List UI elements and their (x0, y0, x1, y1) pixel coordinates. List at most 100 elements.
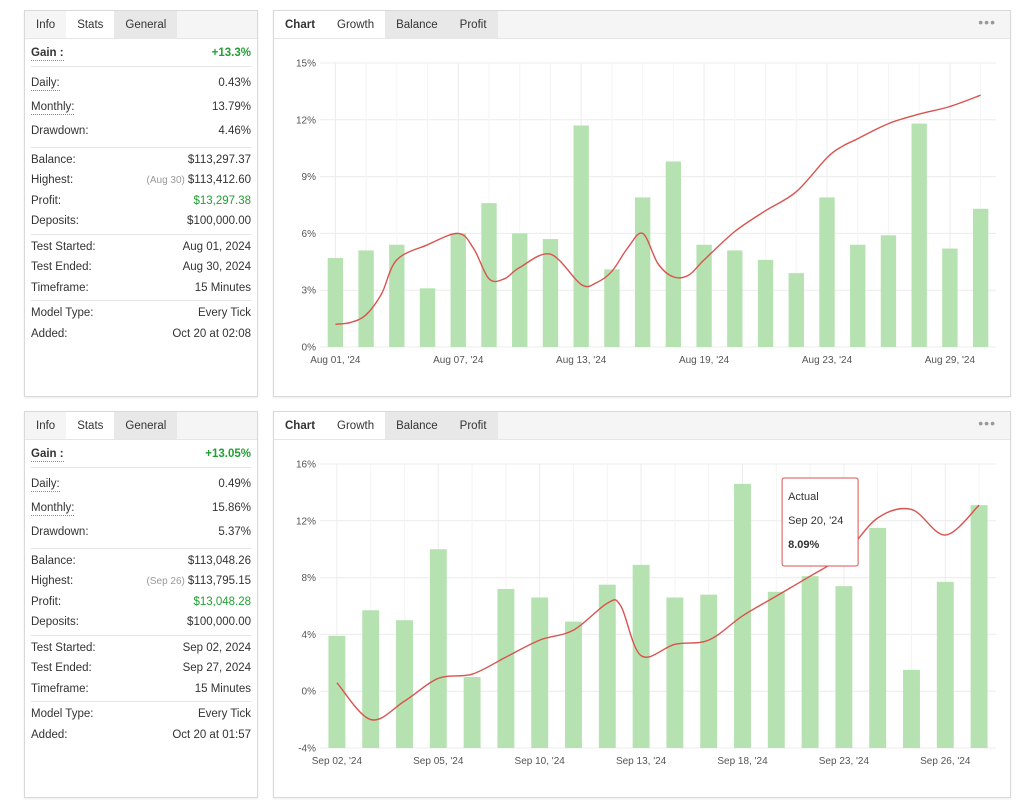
highest-value: $113,795.15 (187, 575, 251, 587)
highest-date: (Aug 30) (146, 175, 185, 186)
stats-list-2: Gain : +13.05% Daily: 0.49% Monthly: 15.86%… (25, 440, 257, 747)
more-dots-icon[interactable]: ••• (978, 415, 996, 431)
more-dots-icon[interactable]: ••• (978, 14, 996, 30)
tab-general[interactable]: General (114, 412, 178, 439)
bar (389, 244, 405, 347)
gain-label[interactable]: Gain : (31, 448, 64, 462)
gain-value: +13.05% (205, 448, 251, 460)
test-ended-value: Aug 30, 2024 (182, 261, 251, 273)
chart-tabs-2: Chart Growth Balance Profit ••• (274, 412, 1010, 440)
bar (936, 581, 954, 748)
bar (942, 248, 958, 347)
y-tick-label: 12% (296, 516, 316, 527)
bar (604, 269, 620, 347)
x-tick-label: Sep 02, '24 (312, 756, 363, 767)
tab-stats[interactable]: Stats (66, 412, 115, 439)
y-tick-label: 8% (302, 573, 317, 584)
timeframe-label: Timeframe: (31, 281, 89, 294)
bar (542, 239, 559, 347)
deposits-label: Deposits: (31, 215, 79, 227)
tab-stats[interactable]: Stats (66, 11, 115, 38)
highest-label: Highest: (31, 575, 74, 587)
bar (850, 244, 866, 347)
daily-value: 0.43% (218, 76, 251, 89)
tooltip-date: Sep 20, '24 (788, 515, 843, 527)
tab-info[interactable]: Info (25, 11, 67, 38)
tooltip-title: Actual (788, 491, 819, 503)
bar (463, 677, 481, 748)
tab-chart[interactable]: Chart (274, 11, 327, 38)
chart-tabs-1: Chart Growth Balance Profit ••• (274, 11, 1010, 39)
balance-value: $113,048.26 (187, 554, 251, 567)
model-type-value: Every Tick (197, 708, 251, 720)
stats-list-1: Gain : +13.3% Daily: 0.43% Monthly: 13.79% … (25, 39, 257, 346)
stats-tabs-1: Info Stats General (25, 11, 257, 39)
tooltip-box (781, 477, 859, 567)
bar (573, 125, 589, 347)
daily-label[interactable]: Daily: (31, 76, 60, 91)
bar (666, 597, 684, 748)
deposits-value: $100,000.00 (187, 215, 251, 227)
x-tick-label: Sep 23, '24 (819, 756, 870, 767)
bar (727, 250, 743, 347)
bar (869, 527, 887, 748)
y-tick-label: 0% (302, 687, 317, 698)
bar (700, 594, 718, 748)
added-label: Added: (31, 728, 68, 741)
bar (362, 610, 380, 748)
tooltip-value: 8.09% (788, 539, 819, 551)
y-tick-label: 12% (296, 115, 316, 126)
monthly-value: 15.86% (211, 501, 251, 514)
chart-panel-2: Chart Growth Balance Profit ••• -4% 0% 4% 8… (273, 411, 1011, 798)
tab-info[interactable]: Info (25, 412, 67, 439)
highest-date: (Sep 26) (146, 576, 185, 587)
tab-chart[interactable]: Chart (274, 412, 327, 439)
growth-line (335, 94, 981, 325)
gain-label[interactable]: Gain : (31, 47, 64, 61)
deposits-value: $100,000.00 (187, 616, 251, 628)
tooltip: Actual Sep 20, '24 8.09% (781, 477, 859, 567)
daily-label[interactable]: Daily: (31, 477, 60, 492)
bar (767, 591, 785, 748)
monthly-label[interactable]: Monthly: (31, 501, 75, 516)
tab-balance[interactable]: Balance (385, 11, 449, 38)
bar (429, 549, 447, 748)
tab-general[interactable]: General (114, 11, 178, 38)
y-tick-label: 0% (302, 343, 317, 354)
bar (880, 235, 897, 347)
profit-label: Profit: (31, 595, 62, 608)
tab-balance[interactable]: Balance (385, 412, 449, 439)
tab-profit[interactable]: Profit (448, 11, 498, 38)
bar (903, 669, 920, 748)
bar (665, 161, 682, 347)
profit-value: $13,048.28 (193, 595, 251, 608)
bar (396, 620, 413, 748)
test-started-value: Sep 02, 2024 (182, 641, 251, 654)
bar (801, 576, 819, 748)
bar (835, 586, 853, 748)
x-tick-label: Aug 19, '24 (679, 355, 730, 366)
x-tick-label: Aug 07, '24 (433, 355, 484, 366)
balance-value: $113,297.37 (187, 153, 251, 166)
deposits-label: Deposits: (31, 616, 79, 628)
bar (358, 250, 374, 347)
gain-value: +13.3% (211, 47, 251, 59)
tab-growth[interactable]: Growth (326, 412, 386, 439)
monthly-label[interactable]: Monthly: (31, 100, 75, 115)
tab-growth[interactable]: Growth (326, 11, 386, 38)
model-type-label: Model Type: (31, 307, 94, 319)
chart-panel-1: Chart Growth Balance Profit ••• 0% 3% 6% 9%… (273, 10, 1011, 397)
test-started-label: Test Started: (31, 641, 96, 654)
timeframe-value: 15 Minutes (194, 682, 251, 695)
profit-label: Profit: (31, 194, 62, 207)
test-ended-label: Test Ended: (31, 662, 92, 674)
y-tick-label: 3% (302, 286, 317, 297)
bar (970, 505, 988, 748)
drawdown-label: Drawdown: (31, 525, 89, 538)
bar-series (328, 483, 988, 748)
gridlines (320, 463, 996, 749)
tab-profit[interactable]: Profit (448, 412, 498, 439)
x-tick-label: Aug 23, '24 (802, 355, 853, 366)
bar (788, 273, 804, 347)
y-tick-label: 4% (302, 630, 317, 641)
